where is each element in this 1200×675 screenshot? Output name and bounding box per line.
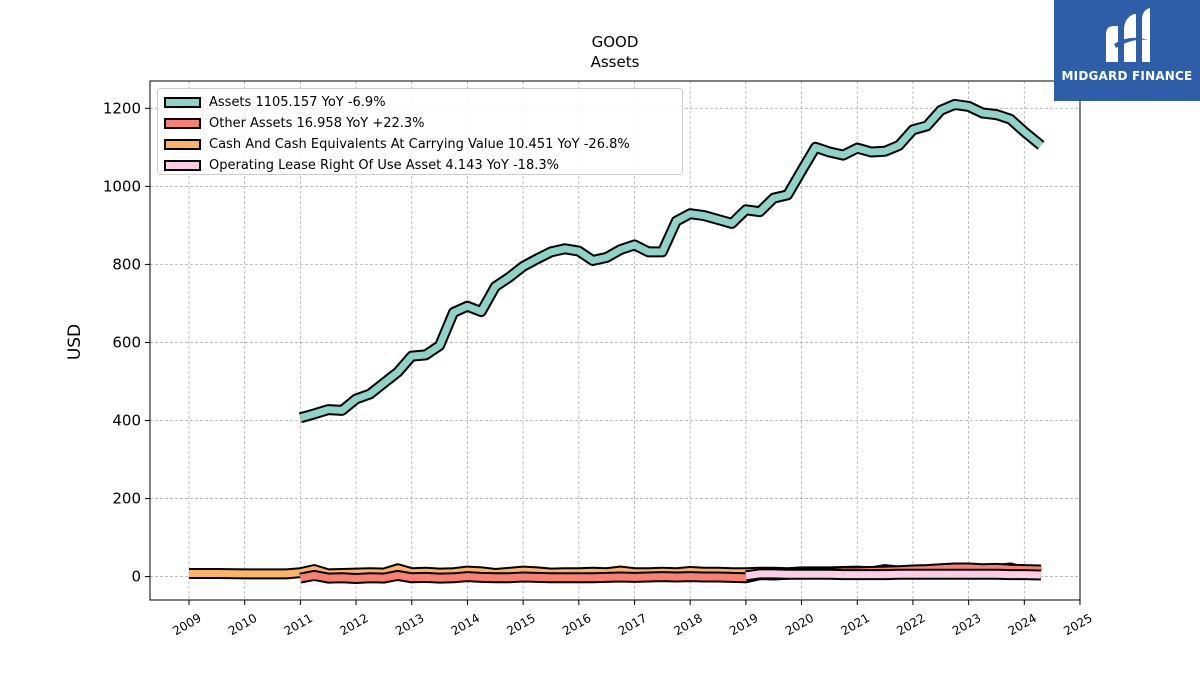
x-tick-label: 2011 [282, 611, 315, 638]
plot-frame [149, 80, 1081, 601]
x-tick-label: 2022 [894, 611, 927, 638]
legend-item-operating-lease: Operating Lease Right Of Use Asset 4.143… [164, 155, 676, 176]
x-tick-label: 2016 [560, 611, 593, 638]
logo-text: MIDGARD FINANCE [1061, 69, 1193, 83]
x-tick-label: 2010 [226, 611, 259, 638]
legend-label-assets: Assets 1105.157 YoY -6.9% [209, 95, 386, 110]
legend-swatch-other-assets [164, 118, 201, 129]
x-tick-label: 2020 [783, 611, 816, 638]
y-tick-label: 0 [131, 568, 141, 586]
brand-logo: MIDGARD FINANCE [1054, 0, 1200, 101]
legend-item-other-assets: Other Assets 16.958 YoY +22.3% [164, 113, 676, 134]
chart-title: GOOD [592, 33, 639, 51]
y-tick-label: 400 [112, 411, 141, 429]
legend-swatch-assets [164, 97, 201, 108]
x-tick-label: 2017 [616, 611, 649, 638]
x-tick-label: 2019 [727, 611, 760, 638]
chart-subtitle: Assets [591, 53, 640, 71]
x-tick-label: 2023 [950, 611, 983, 638]
legend-swatch-cash [164, 139, 201, 150]
y-tick-label: 800 [112, 255, 141, 273]
legend-item-cash: Cash And Cash Equivalents At Carrying Va… [164, 134, 676, 155]
series-assets [298, 98, 1045, 424]
x-tick-label: 2015 [504, 611, 537, 638]
x-tick-label: 2009 [170, 611, 203, 638]
y-tick-label: 600 [112, 333, 141, 351]
x-tick-label: 2018 [671, 611, 704, 638]
x-tick-label: 2012 [337, 611, 370, 638]
legend-label-cash: Cash And Cash Equivalents At Carrying Va… [209, 137, 630, 152]
x-axis-ticks: 2009 2010 2011 2012 2013 2014 2015 2016 2017 2018… [170, 600, 1095, 638]
y-tick-label: 1000 [103, 177, 141, 195]
series-line-operating-lease-right-of-use-asset [745, 570, 1042, 580]
y-tick-label: 1200 [103, 99, 141, 117]
legend-item-assets: Assets 1105.157 YoY -6.9% [164, 92, 676, 113]
x-tick-label: 2014 [449, 611, 482, 638]
x-tick-label: 2021 [839, 611, 872, 638]
logo-mark-icon [1106, 8, 1150, 62]
legend-label-other-assets: Other Assets 16.958 YoY +22.3% [209, 116, 425, 131]
x-tick-label: 2024 [1006, 611, 1039, 638]
y-axis-label: USD [65, 324, 85, 360]
legend: Assets 1105.157 YoY -6.9% Other Assets 1… [157, 88, 683, 175]
x-tick-label: 2013 [393, 611, 426, 638]
legend-swatch-operating-lease [164, 160, 201, 171]
series-line-assets [299, 100, 1044, 422]
series-layer [189, 98, 1045, 584]
x-tick-label: 2025 [1061, 611, 1094, 638]
series-operating-lease-right-of-use-asset [745, 568, 1042, 582]
legend-label-operating-lease: Operating Lease Right Of Use Asset 4.143… [209, 158, 559, 173]
y-tick-label: 200 [112, 490, 141, 508]
y-axis-ticks: 0 200 400 600 800 1000 1200 [103, 99, 150, 586]
